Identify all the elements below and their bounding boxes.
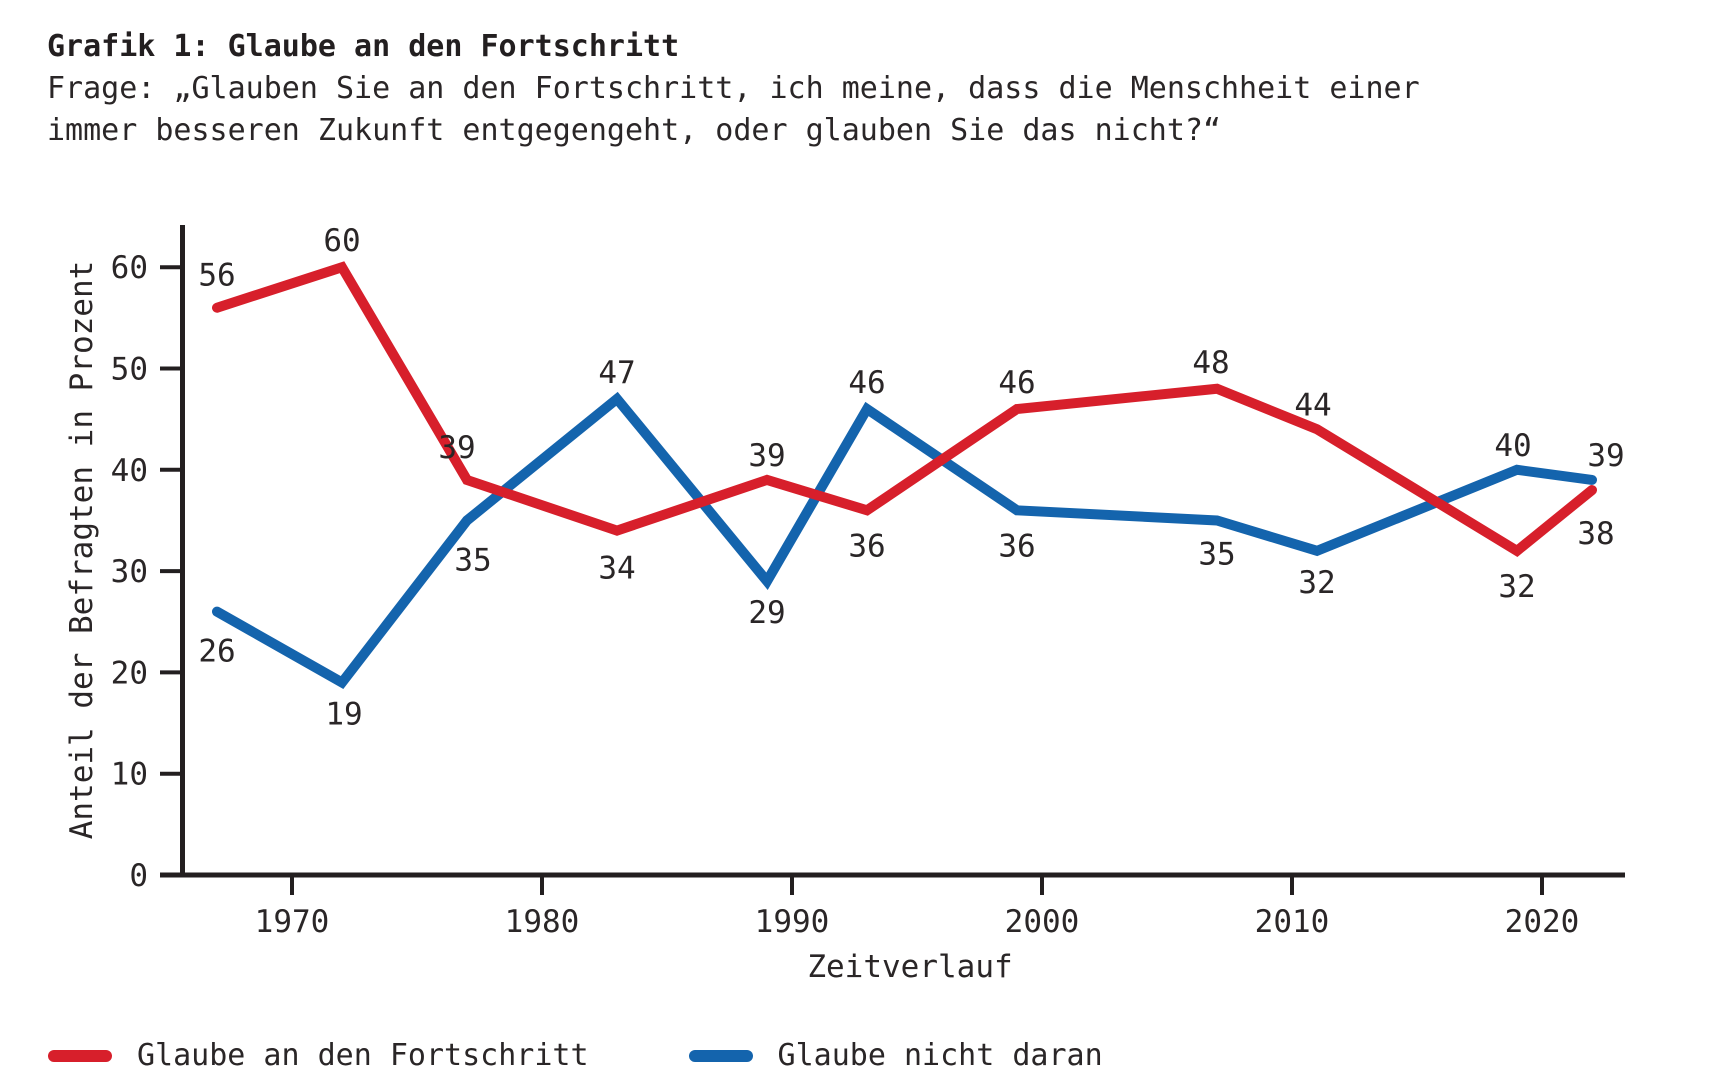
data-label-nicht-2022: 39: [1587, 438, 1624, 474]
x-tick-label: 1990: [755, 904, 830, 940]
data-label-fortschritt-2011: 44: [1294, 387, 1331, 423]
blue-series-line: [212, 391, 1597, 690]
blue-series-swatch: [688, 1050, 753, 1062]
data-label-fortschritt-1989: 39: [748, 438, 785, 474]
chart-legend: Glaube an den Fortschritt Glaube nicht d…: [48, 1036, 1103, 1076]
data-label-nicht-2019: 40: [1494, 428, 1531, 464]
data-label-nicht-1967: 26: [198, 634, 235, 670]
data-label-nicht-1977: 35: [454, 542, 491, 578]
data-label-fortschritt-1967: 56: [198, 258, 235, 294]
data-label-nicht-1993: 46: [848, 365, 885, 401]
y-tick-label: 20: [111, 655, 148, 691]
y-axis-label: Anteil der Befragten in Prozent: [64, 261, 100, 840]
data-label-nicht-1999: 36: [998, 528, 1035, 564]
data-label-fortschritt-1993: 36: [848, 528, 885, 564]
data-label-fortschritt-2007: 48: [1192, 345, 1229, 381]
x-tick-label: 2020: [1505, 904, 1580, 940]
x-tick-label: 1980: [505, 904, 580, 940]
legend-item-glaube-nicht-daran: Glaube nicht daran: [688, 1036, 1103, 1076]
chart-title: Grafik 1: Glaube an den Fortschritt: [47, 29, 680, 64]
data-label-nicht-2011: 32: [1298, 565, 1335, 601]
data-label-fortschritt-2022: 38: [1577, 516, 1614, 552]
y-tick-label: 40: [111, 453, 148, 489]
data-label-fortschritt-1983: 34: [598, 551, 635, 587]
data-label-nicht-1989: 29: [748, 595, 785, 631]
legend-label: Glaube nicht daran: [777, 1038, 1103, 1073]
legend-item-glaube-an-fortschritt: Glaube an den Fortschritt: [48, 1036, 589, 1076]
y-tick-label: 60: [111, 250, 148, 286]
y-tick-label: 10: [111, 757, 148, 793]
data-label-fortschritt-2019: 32: [1498, 569, 1535, 605]
red-series-swatch: [48, 1050, 112, 1062]
chart-subtitle-line2: immer besseren Zukunft entgegengeht, ode…: [47, 113, 1221, 148]
x-tick-label: 1970: [255, 904, 330, 940]
data-label-fortschritt-1977: 39: [438, 430, 475, 466]
chart-subtitle-line1: Frage: „Glauben Sie an den Fortschritt, …: [47, 71, 1420, 106]
legend-label: Glaube an den Fortschritt: [137, 1038, 589, 1073]
data-label-nicht-1983: 47: [598, 355, 635, 391]
x-tick-label: 2000: [1005, 904, 1080, 940]
belief-in-progress-line-chart: 0 10 20 30 40 50 60 1970 1980 1990 2000 2010 2020 Zei…: [64, 223, 1625, 985]
x-axis-label: Zeitverlauf: [807, 949, 1012, 985]
red-series-line: [212, 261, 1597, 557]
y-tick-label: 0: [129, 858, 148, 894]
y-tick-label: 30: [111, 554, 148, 590]
data-label-nicht-1972: 19: [325, 697, 362, 733]
x-tick-label: 2010: [1255, 904, 1330, 940]
data-label-fortschritt-1972: 60: [323, 223, 360, 259]
y-tick-label: 50: [111, 352, 148, 388]
data-label-fortschritt-1999: 46: [998, 365, 1035, 401]
chart-header: Grafik 1: Glaube an den Fortschritt Frag…: [47, 26, 1420, 152]
data-label-nicht-2007: 35: [1198, 536, 1235, 572]
